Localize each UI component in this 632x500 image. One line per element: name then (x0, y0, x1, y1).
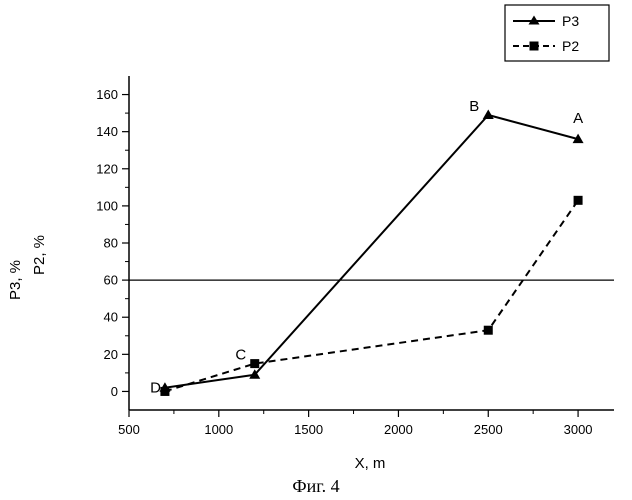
legend-box (504, 4, 610, 62)
x-tick-label: 2500 (474, 422, 503, 437)
legend-square-marker-icon (529, 41, 539, 51)
x-tick-label: 1500 (294, 422, 323, 437)
y-tick-label: 80 (104, 236, 118, 251)
data-point-p3 (572, 133, 584, 144)
point-label-c: C (235, 347, 246, 364)
series-line-p3 (164, 114, 579, 389)
data-point-p2 (250, 359, 260, 369)
x-axis-title: X, m (355, 455, 386, 472)
legend-label-p2: P2 (562, 38, 579, 54)
legend-triangle-marker-icon (528, 15, 540, 25)
y-tick-label: 120 (96, 161, 118, 176)
point-label-a: A (573, 110, 583, 127)
y-tick-label: 100 (96, 198, 118, 213)
figure-caption: Фиг. 4 (292, 476, 339, 496)
y-axis-title-p3: P3, % (7, 260, 24, 300)
x-tick-label: 3000 (564, 422, 593, 437)
point-label-layer: D C B A (150, 98, 583, 397)
data-point-p2 (160, 386, 170, 396)
point-label-d: D (150, 380, 161, 397)
y-tick-label: 160 (96, 87, 118, 102)
data-point-p2 (573, 195, 583, 205)
point-label-b: B (469, 98, 479, 115)
legend: P3 P2 (504, 4, 610, 62)
y-tick-label: 0 (111, 384, 118, 399)
y-tick-label: 40 (104, 310, 118, 325)
x-tick-label: 2000 (384, 422, 413, 437)
legend-label-p3: P3 (562, 13, 579, 29)
y-tick-label: 140 (96, 124, 118, 139)
series-layer (159, 109, 584, 396)
y-axis-title-p2: P2, % (31, 235, 48, 275)
data-point-p3 (482, 109, 494, 119)
x-tick-label: 1000 (204, 422, 233, 437)
y-tick-label: 60 (104, 273, 118, 288)
x-tick-label: 500 (118, 422, 140, 437)
series-line-p2 (164, 199, 579, 393)
y-tick-label: 20 (104, 347, 118, 362)
data-point-p2 (483, 325, 493, 335)
data-point-p3 (249, 369, 261, 379)
tick-layer: 500 1000 1500 2000 2500 3000 0 20 40 60 80 100 120 14… (96, 87, 592, 437)
